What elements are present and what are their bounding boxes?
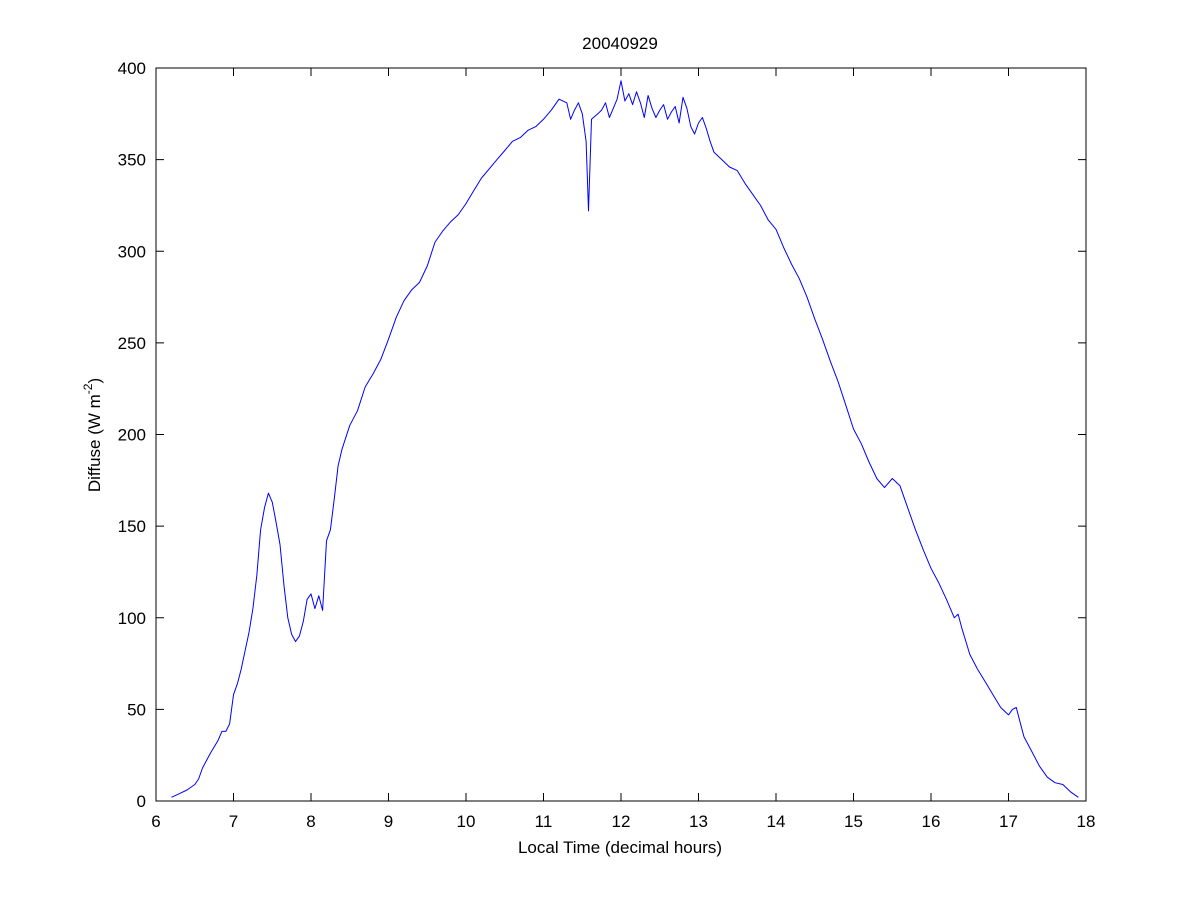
y-tick-label: 400 <box>118 59 146 78</box>
plot-area: 6 7 8 9 10 11 12 13 14 15 16 17 18 0 50 100 150 200 250 300… <box>118 59 1096 831</box>
x-tick-label: 8 <box>306 812 315 831</box>
series-line <box>171 80 1079 798</box>
chart-title: 20040929 <box>582 34 658 53</box>
x-axis-label: Local Time (decimal hours) <box>518 838 722 857</box>
plot-frame <box>155 67 1087 802</box>
y-axis-label-prefix: Diffuse (W m <box>85 394 104 492</box>
x-tick-label: 6 <box>151 812 160 831</box>
y-tick-label: 250 <box>118 334 146 353</box>
y-tick-label: 150 <box>118 517 146 536</box>
x-tick-label: 13 <box>689 812 708 831</box>
x-tick-label: 16 <box>922 812 941 831</box>
y-tick-label: 350 <box>118 151 146 170</box>
x-tick-label: 9 <box>384 812 393 831</box>
x-tick-label: 18 <box>1077 812 1096 831</box>
y-tick-label: 300 <box>118 242 146 261</box>
x-tick-label: 10 <box>457 812 476 831</box>
x-tick-label: 12 <box>612 812 631 831</box>
y-axis-label-superscript: -2 <box>81 383 95 394</box>
y-tick-label: 50 <box>127 700 146 719</box>
y-tick-label: 0 <box>137 792 146 811</box>
y-tick-label: 100 <box>118 609 146 628</box>
y-tick-label: 200 <box>118 426 146 445</box>
x-tick-label: 15 <box>844 812 863 831</box>
x-tick-label: 17 <box>999 812 1018 831</box>
y-axis-label: Diffuse (W m-2) <box>81 378 104 492</box>
x-tick-label: 7 <box>229 812 238 831</box>
x-tick-label: 11 <box>535 812 553 831</box>
x-tick-label: 14 <box>767 812 786 831</box>
y-axis-label-suffix: ) <box>85 378 104 384</box>
